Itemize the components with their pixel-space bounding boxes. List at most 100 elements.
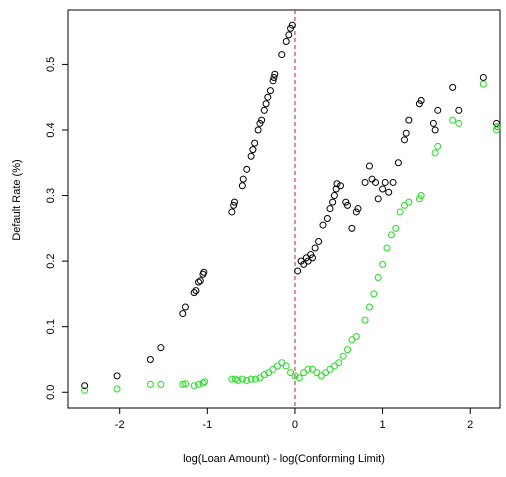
- x-axis-label: log(Loan Amount) - log(Conforming Limit): [183, 453, 385, 465]
- point: [342, 198, 350, 206]
- point: [192, 287, 200, 295]
- point: [181, 380, 189, 388]
- point: [329, 198, 337, 206]
- point: [262, 100, 270, 108]
- point: [278, 51, 286, 59]
- point: [200, 268, 208, 276]
- point: [492, 119, 500, 127]
- point: [385, 188, 393, 196]
- point: [201, 378, 209, 386]
- point: [300, 369, 308, 377]
- point: [381, 178, 389, 186]
- point: [195, 278, 203, 286]
- point: [304, 257, 312, 265]
- point: [157, 380, 165, 388]
- point: [113, 372, 121, 380]
- point: [417, 96, 425, 104]
- point: [273, 362, 281, 370]
- point: [330, 192, 338, 200]
- x-tick-label: -2: [115, 419, 125, 431]
- point: [383, 244, 391, 252]
- point: [315, 237, 323, 245]
- point: [429, 119, 437, 127]
- point: [249, 146, 257, 154]
- point: [330, 362, 338, 370]
- point: [294, 267, 302, 275]
- point: [479, 80, 487, 88]
- y-tick-label: 0.1: [45, 319, 57, 334]
- point: [247, 375, 255, 383]
- point: [260, 371, 268, 379]
- point: [348, 224, 356, 232]
- point: [319, 221, 327, 229]
- point: [256, 119, 264, 127]
- point: [251, 139, 259, 147]
- point: [146, 380, 154, 388]
- point: [270, 74, 278, 82]
- point: [405, 198, 413, 206]
- point: [431, 149, 439, 157]
- point: [374, 195, 382, 203]
- point: [449, 83, 457, 91]
- y-tick-label: 0.4: [45, 122, 57, 137]
- point: [196, 277, 204, 285]
- point: [361, 178, 369, 186]
- y-tick-label: 0.0: [45, 385, 57, 400]
- point: [252, 375, 260, 383]
- point: [146, 355, 154, 363]
- point: [396, 208, 404, 216]
- point: [288, 21, 296, 29]
- point: [431, 126, 439, 134]
- point: [243, 376, 251, 384]
- point: [434, 106, 442, 114]
- point: [181, 303, 189, 311]
- point: [415, 195, 423, 203]
- point: [348, 336, 356, 344]
- point: [195, 380, 203, 388]
- point: [332, 185, 340, 193]
- point: [368, 175, 376, 183]
- point: [238, 375, 246, 383]
- point: [323, 215, 331, 223]
- point: [238, 182, 246, 190]
- point: [282, 37, 290, 45]
- point: [230, 201, 238, 209]
- point: [337, 182, 345, 190]
- x-tick-label: -1: [202, 419, 212, 431]
- point: [269, 365, 277, 373]
- point: [326, 365, 334, 373]
- y-tick-label: 0.5: [45, 57, 57, 72]
- point: [247, 152, 255, 160]
- point: [282, 362, 290, 370]
- point: [317, 372, 325, 380]
- point: [354, 205, 362, 213]
- point: [339, 352, 347, 360]
- point: [266, 87, 274, 95]
- point: [400, 136, 408, 144]
- point: [230, 198, 238, 206]
- point: [374, 274, 382, 282]
- x-tick-label: 1: [380, 419, 386, 431]
- point: [415, 100, 423, 108]
- point: [291, 372, 299, 380]
- point: [265, 369, 273, 377]
- point: [287, 369, 295, 377]
- point: [307, 251, 315, 259]
- point: [352, 333, 360, 341]
- point: [361, 316, 369, 324]
- point: [264, 93, 272, 101]
- point: [199, 379, 207, 387]
- point: [304, 365, 312, 373]
- point: [239, 175, 247, 183]
- point: [113, 385, 121, 393]
- point: [271, 70, 279, 78]
- point: [179, 380, 187, 388]
- point: [417, 192, 425, 200]
- point: [308, 365, 316, 373]
- point: [228, 208, 236, 216]
- point: [387, 231, 395, 239]
- point: [285, 31, 293, 39]
- point: [455, 119, 463, 127]
- point: [405, 116, 413, 124]
